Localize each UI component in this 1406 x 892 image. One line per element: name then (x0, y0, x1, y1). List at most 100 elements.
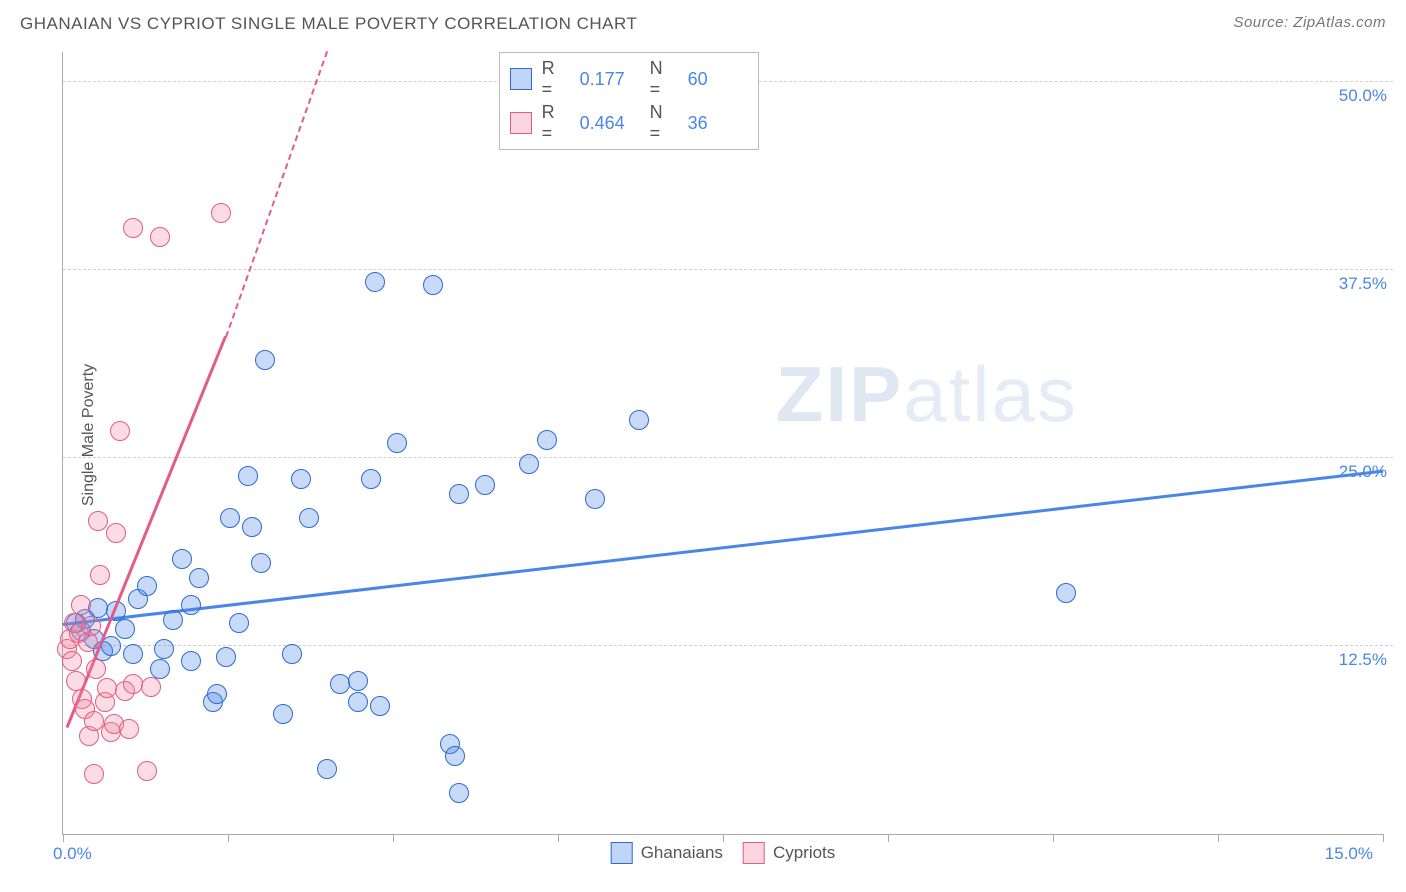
gridline: 37.5% (63, 269, 1393, 270)
legend-swatch (743, 842, 765, 864)
legend-row: R = 0.177 N = 60 (510, 57, 748, 101)
data-point (387, 433, 407, 453)
y-tick-label: 12.5% (1339, 650, 1387, 670)
data-point (115, 619, 135, 639)
data-point (90, 565, 110, 585)
legend-item: Cypriots (743, 842, 835, 864)
watermark-light: atlas (903, 350, 1078, 438)
legend-swatch (611, 842, 633, 864)
data-point (137, 576, 157, 596)
data-point (330, 674, 350, 694)
data-point (238, 466, 258, 486)
data-point (519, 454, 539, 474)
data-point (84, 764, 104, 784)
legend-swatch (510, 68, 532, 90)
data-point (211, 203, 231, 223)
legend-label: Ghanaians (641, 843, 723, 863)
legend-r-label: R = (542, 58, 570, 100)
x-tick (1218, 834, 1219, 842)
data-point (141, 677, 161, 697)
legend-correlation: R = 0.177 N = 60 R = 0.464 N = 36 (499, 52, 759, 150)
legend-r-value: 0.464 (580, 113, 640, 134)
x-tick (228, 834, 229, 842)
trend-line (63, 470, 1383, 626)
data-point (181, 595, 201, 615)
legend-n-label: N = (650, 102, 678, 144)
watermark: ZIPatlas (776, 349, 1078, 440)
data-point (220, 508, 240, 528)
legend-r-value: 0.177 (580, 69, 640, 90)
data-point (255, 350, 275, 370)
x-tick (1053, 834, 1054, 842)
trend-line (225, 51, 328, 337)
x-min-label: 0.0% (53, 844, 92, 864)
data-point (123, 218, 143, 238)
data-point (189, 568, 209, 588)
data-point (585, 489, 605, 509)
data-point (445, 746, 465, 766)
data-point (207, 684, 227, 704)
gridline: 12.5% (63, 645, 1393, 646)
legend-series: Ghanaians Cypriots (611, 842, 836, 864)
x-max-label: 15.0% (1325, 844, 1373, 864)
x-tick (1383, 834, 1384, 842)
data-point (163, 610, 183, 630)
data-point (348, 671, 368, 691)
x-tick (723, 834, 724, 842)
data-point (242, 517, 262, 537)
legend-n-value: 60 (688, 69, 748, 90)
y-tick-label: 37.5% (1339, 274, 1387, 294)
data-point (251, 553, 271, 573)
data-point (216, 647, 236, 667)
legend-row: R = 0.464 N = 36 (510, 101, 748, 145)
data-point (86, 659, 106, 679)
data-point (537, 430, 557, 450)
data-point (449, 484, 469, 504)
data-point (291, 469, 311, 489)
gridline: 25.0% (63, 457, 1393, 458)
data-point (119, 719, 139, 739)
x-tick (63, 834, 64, 842)
data-point (348, 692, 368, 712)
x-tick (393, 834, 394, 842)
legend-label: Cypriots (773, 843, 835, 863)
data-point (62, 651, 82, 671)
data-point (110, 421, 130, 441)
data-point (475, 475, 495, 495)
data-point (137, 761, 157, 781)
data-point (365, 272, 385, 292)
watermark-bold: ZIP (776, 350, 903, 438)
data-point (150, 659, 170, 679)
chart-header: GHANAIAN VS CYPRIOT SINGLE MALE POVERTY … (20, 14, 1386, 34)
data-point (1056, 583, 1076, 603)
data-point (317, 759, 337, 779)
chart-title: GHANAIAN VS CYPRIOT SINGLE MALE POVERTY … (20, 14, 637, 34)
data-point (282, 644, 302, 664)
legend-item: Ghanaians (611, 842, 723, 864)
data-point (66, 671, 86, 691)
legend-swatch (510, 112, 532, 134)
legend-r-label: R = (542, 102, 570, 144)
data-point (273, 704, 293, 724)
y-tick-label: 50.0% (1339, 86, 1387, 106)
data-point (370, 696, 390, 716)
data-point (449, 783, 469, 803)
data-point (123, 644, 143, 664)
data-point (423, 275, 443, 295)
scatter-chart: ZIPatlas 12.5%25.0%37.5%50.0%0.0%15.0%R … (62, 52, 1383, 835)
legend-n-label: N = (650, 58, 678, 100)
data-point (299, 508, 319, 528)
data-point (172, 549, 192, 569)
legend-n-value: 36 (688, 113, 748, 134)
data-point (71, 595, 91, 615)
x-tick (888, 834, 889, 842)
chart-source: Source: ZipAtlas.com (1233, 14, 1386, 34)
data-point (181, 651, 201, 671)
x-tick (558, 834, 559, 842)
data-point (88, 511, 108, 531)
data-point (81, 616, 101, 636)
data-point (361, 469, 381, 489)
data-point (629, 410, 649, 430)
data-point (106, 523, 126, 543)
data-point (154, 639, 174, 659)
